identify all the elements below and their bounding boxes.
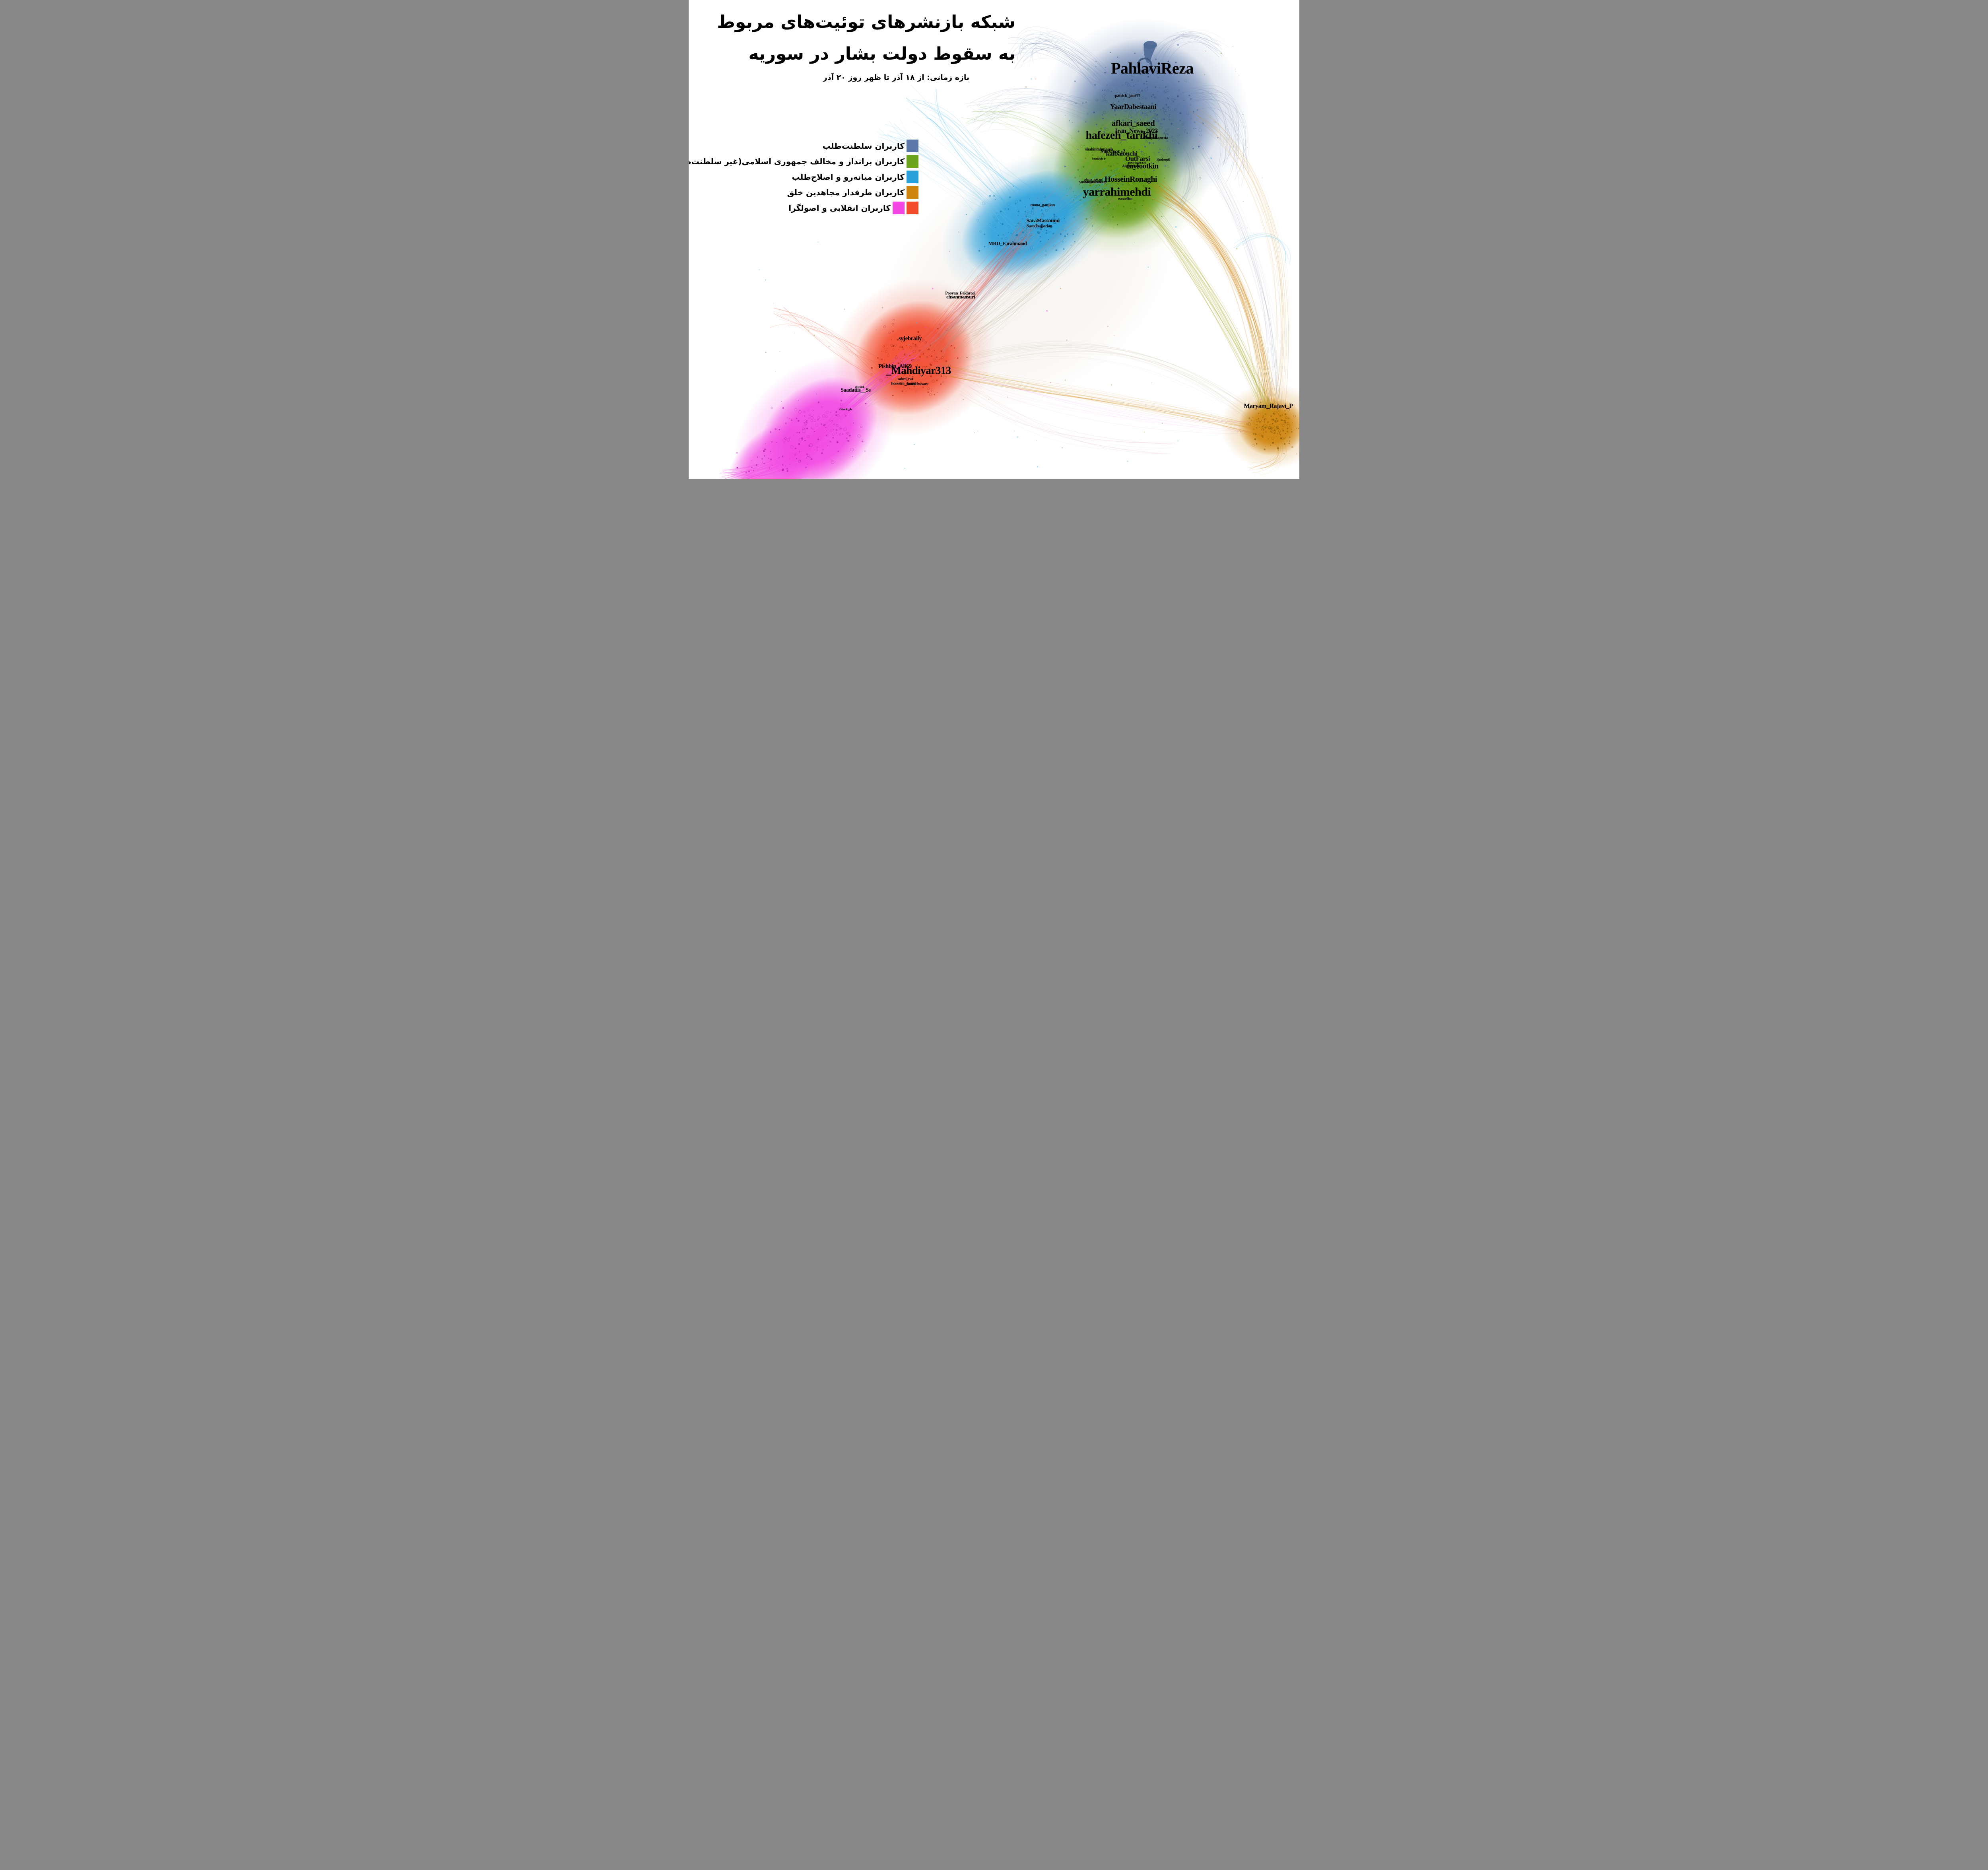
cluster-blob: [727, 421, 819, 479]
edge-bundles: [716, 26, 1291, 479]
chart-title-line1: شبکه بازنشرهای توئیت‌های مربوط: [717, 12, 1015, 32]
hub-node-ring: [1137, 57, 1153, 73]
chart-title-block: شبکه بازنشرهای توئیت‌های مربوط به سقوط د…: [717, 6, 1016, 82]
chart-subtitle: بازه زمانی: از ۱۸ آذر تا ظهر روز ۲۰ آذر: [823, 73, 970, 82]
node-dots: [736, 44, 1299, 474]
chart-title-line2: به سقوط دولت بشار در سوریه: [748, 44, 1016, 64]
cluster-blobs: [727, 18, 1299, 479]
poster-canvas: شبکه بازنشرهای توئیت‌های مربوط به سقوط د…: [689, 0, 1299, 479]
cluster-blob: [961, 170, 1097, 277]
hub-node-glyphs: [1137, 41, 1157, 73]
cluster-blob: [1238, 397, 1299, 456]
network-graph: [716, 18, 1299, 479]
